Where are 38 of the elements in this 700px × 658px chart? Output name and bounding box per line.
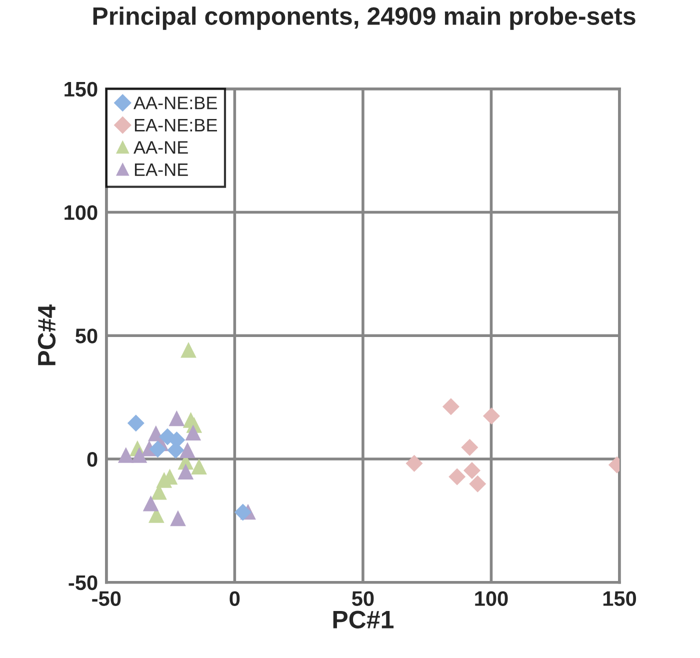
x-tick-label: 50 (352, 591, 374, 606)
point (127, 414, 144, 432)
point (442, 398, 460, 416)
point (185, 424, 202, 440)
point (234, 504, 252, 521)
point (156, 472, 172, 488)
x-tick-label: -50 (92, 591, 121, 606)
y-axis-title: PC#4 (38, 304, 56, 366)
point (131, 447, 148, 463)
legend-label: AA-NE (134, 141, 188, 154)
point (118, 447, 134, 463)
point (178, 464, 194, 480)
point (406, 454, 423, 472)
point (180, 342, 196, 358)
point (482, 408, 500, 425)
legend-label: AA-NE:BE (134, 96, 217, 110)
point (170, 510, 186, 526)
point (448, 468, 466, 486)
y-tick-label: 100 (64, 205, 98, 220)
x-tick-label: 0 (230, 591, 240, 606)
point (142, 495, 159, 512)
x-tick-label: 100 (475, 591, 508, 606)
point (149, 440, 166, 458)
point (191, 458, 207, 475)
chart-title: Principal components, 24909 main probe-sets (93, 6, 636, 30)
x-tick-label: 150 (603, 591, 636, 606)
legend-label: EA-NE (134, 163, 188, 176)
y-tick-label: 0 (87, 452, 98, 467)
y-tick-label: 150 (64, 82, 98, 97)
point (469, 475, 486, 492)
y-tick-label: 50 (76, 328, 98, 344)
x-axis-title: PC#1 (333, 610, 394, 628)
y-tick-label: -50 (68, 575, 98, 590)
legend-label: EA-NE:BE (134, 118, 217, 132)
point (461, 438, 478, 456)
point (168, 410, 185, 426)
point (180, 442, 196, 458)
point (463, 462, 480, 480)
